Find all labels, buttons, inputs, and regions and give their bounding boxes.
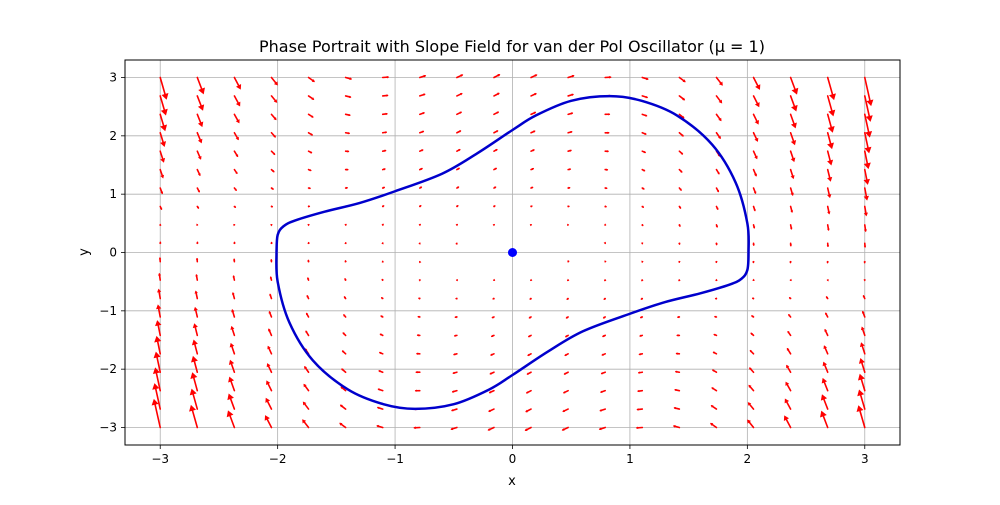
y-tick-label: −2 [99, 362, 117, 376]
x-tick-label: 3 [861, 452, 869, 466]
x-tick-label: 2 [744, 452, 752, 466]
chart-title: Phase Portrait with Slope Field for van … [259, 37, 765, 56]
y-tick-label: 1 [109, 187, 117, 201]
x-tick-label: −3 [151, 452, 169, 466]
y-tick-label: 3 [109, 71, 117, 85]
x-tick-label: −2 [269, 452, 287, 466]
y-axis-label: y [77, 248, 92, 256]
y-tick-label: −3 [99, 421, 117, 435]
y-tick-label: 0 [109, 246, 117, 260]
x-tick-label: −1 [386, 452, 404, 466]
equilibrium-point [508, 248, 517, 257]
x-tick-label: 0 [509, 452, 517, 466]
x-axis-label: x [508, 474, 516, 489]
x-tick-label: 1 [626, 452, 634, 466]
y-tick-label: 2 [109, 129, 117, 143]
y-tick-label: −1 [99, 304, 117, 318]
